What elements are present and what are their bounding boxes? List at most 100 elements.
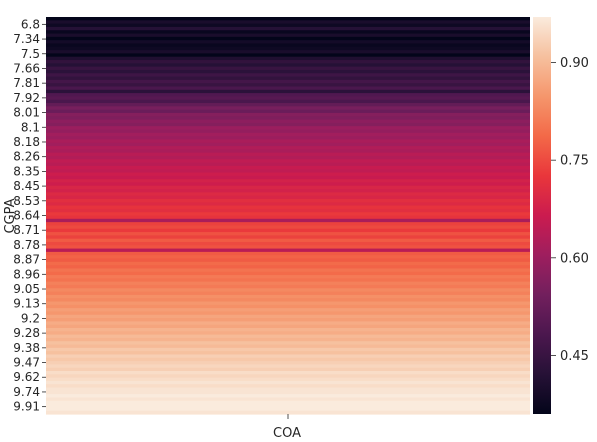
heatmap-cell	[46, 205, 530, 210]
heatmap-cell	[46, 56, 530, 61]
heatmap-cell	[46, 53, 530, 58]
y-tick-label: 9.13	[13, 297, 40, 311]
heatmap-cell	[46, 228, 530, 233]
heatmap-cell	[46, 149, 530, 154]
y-tick-label: 7.92	[13, 91, 40, 105]
heatmap-cell	[46, 255, 530, 260]
y-tick-label: 7.81	[13, 76, 40, 90]
y-tick-label: 8.53	[13, 194, 40, 208]
heatmap-cell	[46, 261, 530, 266]
heatmap-cells	[46, 17, 530, 415]
heatmap-cell	[46, 23, 530, 28]
heatmap-cell	[46, 93, 530, 97]
y-tick-label: 8.64	[13, 209, 40, 223]
heatmap-cell	[46, 73, 530, 78]
heatmap-cell	[46, 165, 530, 170]
heatmap-cell	[46, 36, 530, 41]
heatmap-cell	[46, 20, 530, 25]
heatmap-cell	[46, 337, 530, 342]
y-axis-label: CGPA	[3, 198, 18, 233]
heatmap-cell	[46, 404, 530, 408]
heatmap-cell	[46, 169, 530, 174]
heatmap-cell	[46, 387, 530, 392]
heatmap-cell	[46, 225, 530, 230]
y-tick-label: 6.8	[21, 17, 40, 31]
colorbar-tick-label: 0.75	[560, 154, 589, 169]
heatmap-cell	[46, 83, 530, 88]
heatmap-cell	[46, 192, 530, 197]
heatmap-cell	[46, 291, 530, 296]
heatmap-cell	[46, 294, 530, 299]
heatmap-cell	[46, 351, 530, 356]
heatmap-cell	[46, 17, 530, 21]
y-tick-label: 8.78	[13, 238, 40, 252]
y-tick-label: 9.2	[21, 311, 40, 325]
heatmap-cell	[46, 198, 530, 203]
heatmap-cell	[46, 251, 530, 256]
y-tick-label: 9.91	[13, 400, 40, 414]
heatmap-cell	[46, 384, 530, 389]
heatmap-cell	[46, 212, 530, 217]
heatmap-cell	[46, 60, 530, 64]
heatmap-cell	[46, 400, 530, 405]
heatmap-cell	[46, 202, 530, 207]
heatmap-cell	[46, 275, 530, 279]
colorbar	[533, 17, 551, 414]
heatmap-cell	[46, 265, 530, 270]
colorbar-tick-label: 0.60	[560, 251, 589, 266]
y-tick-label: 8.87	[13, 253, 40, 267]
heatmap-cell	[46, 142, 530, 147]
heatmap-cell	[46, 26, 530, 31]
heatmap-cell	[46, 278, 530, 283]
heatmap-cell	[46, 222, 530, 227]
heatmap-cell	[46, 96, 530, 101]
heatmap-cell	[46, 284, 530, 289]
heatmap-cell	[46, 63, 530, 68]
heatmap-cell	[46, 298, 530, 303]
heatmap-cell	[46, 33, 530, 38]
heatmap-cell	[46, 281, 530, 286]
heatmap-cell	[46, 394, 530, 399]
heatmap-cell	[46, 367, 530, 372]
heatmap-cell	[46, 304, 530, 309]
heatmap-cell	[46, 46, 530, 51]
heatmap-cell	[46, 175, 530, 180]
heatmap-cell	[46, 155, 530, 160]
heatmap-cell	[46, 106, 530, 111]
y-tick-label: 8.45	[13, 179, 40, 193]
heatmap-cell	[46, 126, 530, 131]
y-tick-label: 7.66	[13, 61, 40, 75]
heatmap-cell	[46, 122, 530, 127]
heatmap-cell	[46, 238, 530, 243]
heatmap-cell	[46, 50, 530, 54]
heatmap-cell	[46, 109, 530, 114]
heatmap-cell	[46, 308, 530, 313]
heatmap-cell	[46, 172, 530, 177]
y-tick-label: 9.28	[13, 326, 40, 340]
heatmap-cell	[46, 374, 530, 379]
y-tick-label: 8.18	[13, 135, 40, 149]
heatmap-cell	[46, 162, 530, 167]
y-tick-label: 9.38	[13, 341, 40, 355]
heatmap-cell	[46, 152, 530, 157]
heatmap-cell	[46, 288, 530, 293]
heatmap-cell	[46, 311, 530, 316]
heatmap-cell	[46, 354, 530, 359]
heatmap-cell	[46, 79, 530, 84]
y-tick-label: 9.74	[13, 385, 40, 399]
heatmap-cell	[46, 182, 530, 187]
heatmap-cell	[46, 179, 530, 184]
y-tick-label: 8.26	[13, 150, 40, 164]
heatmap-cell	[46, 119, 530, 124]
y-tick-label: 8.71	[13, 223, 40, 237]
colorbar-tick-label: 0.45	[560, 349, 589, 364]
x-axis-label: COA	[273, 426, 301, 441]
y-tick-label: 8.35	[13, 164, 40, 178]
heatmap-cell	[46, 129, 530, 134]
y-tick-label: 8.1	[21, 120, 40, 134]
heatmap-cell	[46, 314, 530, 319]
heatmap-cell	[46, 334, 530, 339]
heatmap-cell	[46, 407, 530, 412]
heatmap-cell	[46, 245, 530, 250]
